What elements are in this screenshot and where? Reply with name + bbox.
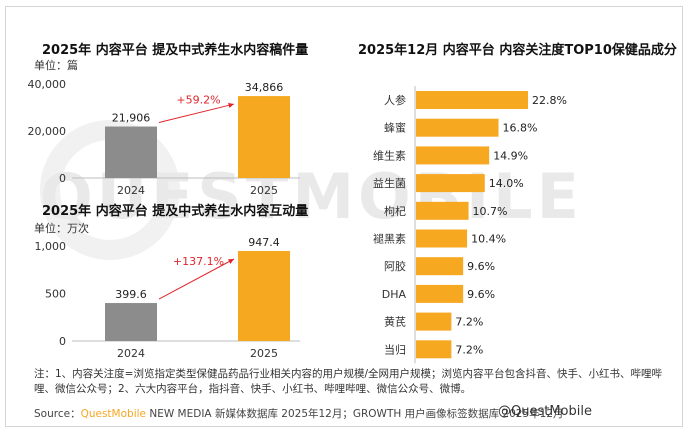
chart3-category-label: 枸杞	[384, 204, 406, 218]
chart1-value-label: 34,866	[245, 81, 284, 94]
chart3-category-label: 人参	[384, 93, 406, 107]
chart2-ytick-label: 1,000	[35, 240, 67, 253]
chart2-ytick-label: 500	[45, 288, 66, 301]
chart1-ytick-label: 0	[59, 172, 66, 185]
footnote: 注：1、内容关注度=浏览指定类型保健品药品行业相关内容的用户规模/全网用户规模；…	[34, 368, 663, 395]
chart3-value-label: 14.0%	[489, 177, 524, 190]
chart1-ytick-label: 20,000	[28, 125, 67, 138]
chart3-category-label: 阿胶	[384, 259, 406, 273]
chart3-category-label: 益生菌	[373, 176, 406, 190]
chart3-category-label: DHA	[382, 288, 407, 301]
chart1-bar-2024	[105, 126, 157, 178]
chart1-ytick-label: 40,000	[28, 78, 67, 91]
chart2-value-label: 947.4	[248, 236, 280, 249]
chart1-bar-2025	[238, 96, 290, 178]
chart3-category-label: 当归	[384, 342, 406, 356]
chart2-growth-arrow-head	[228, 258, 234, 264]
chart3-title: 2025年12月 内容平台 内容关注度TOP10保健品成分	[358, 43, 677, 58]
chart2-growth-label: +137.1%	[173, 255, 224, 268]
chart3-value-label: 10.7%	[473, 205, 508, 218]
chart3-value-label: 9.6%	[467, 260, 495, 273]
chart2-title: 2025年 内容平台 提及中式养生水内容互动量	[42, 204, 309, 219]
chart2-value-label: 399.6	[115, 288, 147, 301]
chart3-value-label: 7.2%	[455, 343, 483, 356]
chart2-growth-arrow-line	[158, 258, 235, 300]
chart3-category-label: 黄芪	[384, 315, 406, 329]
chart3-bar-4	[416, 201, 469, 220]
chart1-growth-label: +59.2%	[176, 94, 220, 107]
chart3-category-label: 维生素	[373, 148, 406, 162]
chart2-unit: 单位：万次	[34, 222, 89, 235]
chart1-growth-arrow-line	[158, 103, 235, 124]
chart3-value-label: 14.9%	[493, 149, 528, 162]
chart3-value-label: 9.6%	[467, 288, 495, 301]
chart3-category-label: 褪黑素	[373, 232, 406, 246]
chart1-category-label: 2024	[117, 184, 145, 197]
chart3-bar-0	[416, 91, 528, 109]
chart1-unit: 单位：篇	[34, 59, 78, 72]
chart2-category-label: 2024	[117, 347, 145, 360]
chart3-value-label: 16.8%	[503, 122, 538, 135]
source-line: Source：QuestMobile NEW MEDIA 新媒体数据库 2025…	[34, 406, 564, 421]
source-text: NEW MEDIA 新媒体数据库 2025年12月；GROWTH 用户画像标签数…	[146, 408, 564, 420]
chart3-bar-3	[416, 174, 485, 193]
source-brand: QuestMobile	[80, 408, 146, 420]
chart3-category-label: 蜂蜜	[384, 121, 406, 135]
chart3-value-label: 22.8%	[532, 94, 567, 107]
watermark-handle: @QuestMobile	[498, 404, 592, 419]
source-prefix: Source：	[34, 408, 81, 420]
chart3-value-label: 7.2%	[455, 316, 483, 329]
chart3-bar-5	[416, 229, 468, 248]
chart3-bar-9	[416, 340, 452, 359]
chart1-title: 2025年 内容平台 提及中式养生水内容稿件量	[42, 43, 309, 58]
figure-frame	[5, 6, 683, 427]
chart3-bar-7	[416, 284, 464, 303]
chart2-bar-2024	[105, 303, 157, 341]
chart3-bar-8	[416, 312, 452, 331]
chart3-bar-2	[416, 146, 490, 165]
chart1-category-label: 2025	[250, 184, 278, 197]
chart3-value-label: 10.4%	[471, 233, 506, 246]
chart2-category-label: 2025	[250, 347, 278, 360]
chart3-bar-6	[416, 257, 464, 276]
chart1-value-label: 21,906	[112, 112, 151, 125]
chart2-bar-2025	[238, 250, 290, 341]
chart3-bar-1	[416, 118, 499, 137]
chart1-growth-arrow-head	[228, 102, 234, 108]
chart2-ytick-label: 0	[59, 335, 66, 348]
